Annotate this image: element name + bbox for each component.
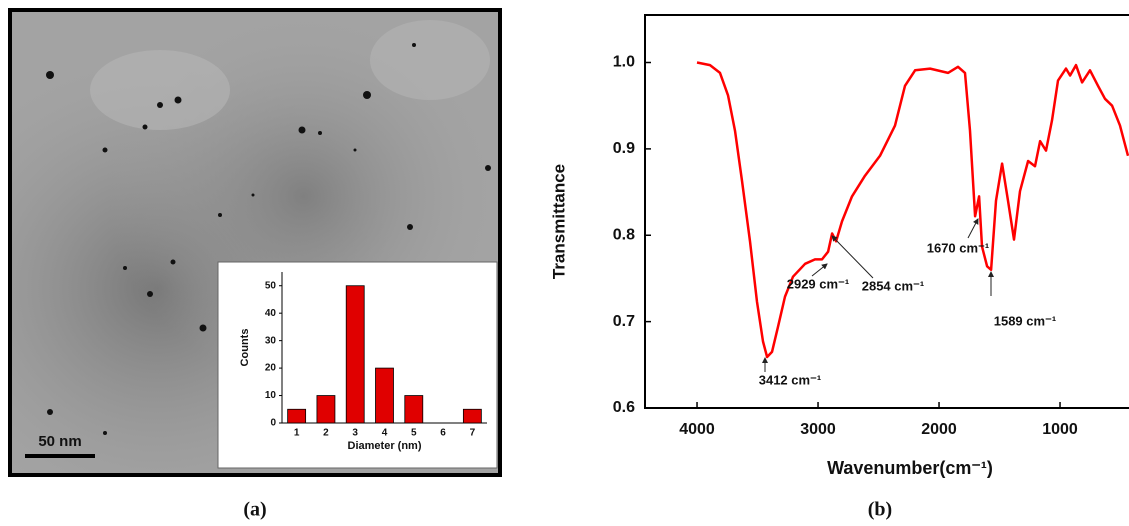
bar (345, 285, 365, 424)
y-tick-label: 0.8 (613, 226, 635, 243)
bar (316, 395, 336, 424)
panel-label: (b) (868, 499, 892, 521)
x-tick-label: 4000 (679, 421, 715, 438)
annotation: 3412 cm⁻¹ (759, 372, 822, 387)
particle (123, 266, 127, 270)
annotation: 1589 cm⁻¹ (994, 313, 1057, 328)
y-tick-label: 0 (270, 418, 276, 429)
x-tick-label: 3 (352, 428, 358, 439)
particle (353, 148, 357, 152)
x-tick-label: 3000 (800, 421, 836, 438)
particle (170, 259, 176, 265)
y-axis-label: Counts (239, 329, 251, 367)
particle (142, 124, 148, 130)
y-tick-label: 0.9 (613, 140, 635, 157)
bar (287, 408, 307, 424)
y-tick-label: 20 (265, 363, 277, 374)
particle (318, 131, 322, 135)
particle (102, 147, 108, 153)
y-tick-label: 50 (265, 280, 277, 291)
particle (174, 96, 182, 104)
particle (407, 224, 413, 230)
y-tick-label: 10 (265, 390, 277, 401)
y-axis-label: Transmittance (549, 164, 568, 279)
particle (218, 213, 222, 217)
axis-frame (644, 14, 1129, 409)
particle (485, 165, 491, 171)
y-tick-label: 0.6 (613, 399, 635, 416)
annotation: 1670 cm⁻¹ (927, 240, 990, 255)
bar (404, 395, 424, 424)
particle (199, 324, 207, 332)
y-tick-label: 0.7 (613, 313, 635, 330)
spectrum-line (696, 61, 1129, 359)
annotation-arrow (967, 218, 979, 239)
x-axis-label: Wavenumber(cm⁻¹) (827, 458, 993, 478)
y-tick-label: 1.0 (613, 54, 635, 71)
particle (412, 43, 416, 47)
y-tick-label: 30 (265, 335, 277, 346)
particle (251, 193, 255, 197)
particle (157, 102, 163, 108)
x-tick-label: 2 (323, 428, 329, 439)
x-tick-label: 7 (470, 428, 476, 439)
x-tick-label: 5 (411, 428, 417, 439)
particle (47, 409, 53, 415)
annotation-arrow (831, 235, 874, 279)
x-tick-label: 4 (382, 428, 388, 439)
scale-bar-label: 50 nm (38, 433, 81, 450)
particle (147, 291, 153, 297)
panel-label: (a) (243, 499, 266, 521)
annotation: 2929 cm⁻¹ (787, 276, 850, 291)
y-tick-label: 40 (265, 308, 277, 319)
x-tick-label: 1 (294, 428, 300, 439)
bar (462, 408, 482, 424)
bar (375, 367, 394, 424)
x-tick-label: 2000 (921, 421, 957, 438)
annotation: 2854 cm⁻¹ (862, 278, 925, 293)
x-tick-label: 6 (440, 428, 446, 439)
particle (103, 431, 107, 435)
particle (298, 126, 306, 134)
x-axis-label: Diameter (nm) (348, 440, 422, 452)
annotation-arrow (811, 263, 828, 277)
particle (363, 91, 371, 99)
x-tick-label: 1000 (1042, 421, 1078, 438)
particle (46, 71, 54, 79)
